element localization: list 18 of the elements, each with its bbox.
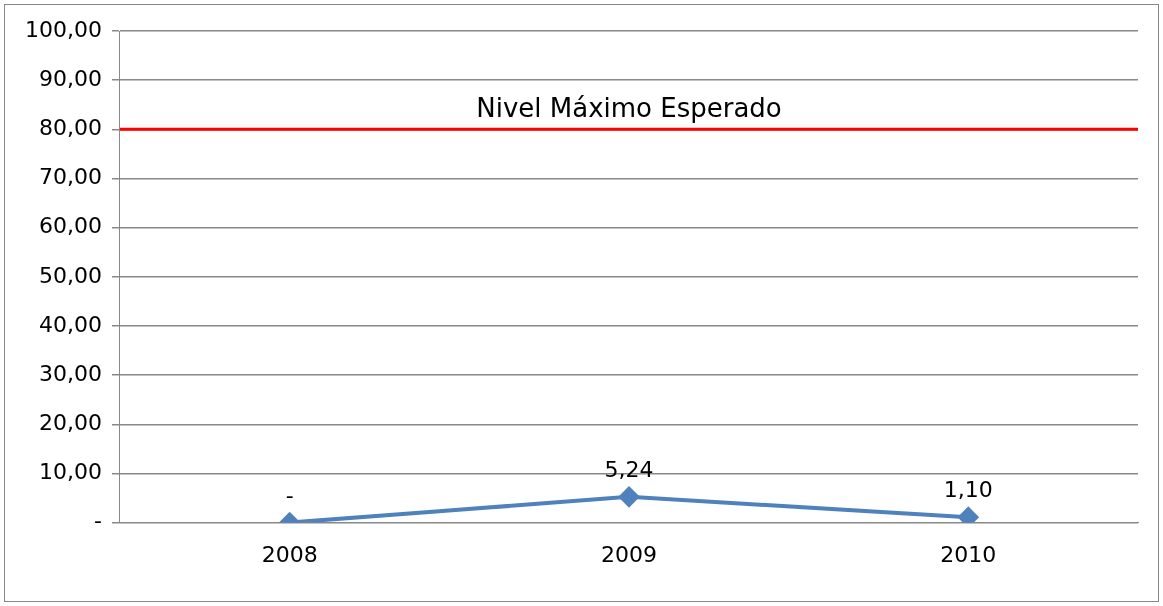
y-tick-label: 100,00	[24, 16, 102, 42]
x-tick-label: 2008	[261, 541, 318, 567]
y-tick-label: 60,00	[38, 213, 102, 239]
ref-line-label: Nivel Máximo Esperado	[476, 93, 782, 124]
data-label: 5,24	[604, 456, 654, 482]
y-tick-label: 10,00	[38, 459, 102, 485]
y-tick-label: 40,00	[38, 311, 102, 337]
y-tick-label: 50,00	[38, 262, 102, 288]
y-tick-label: 90,00	[38, 65, 102, 91]
y-tick-label: 70,00	[38, 164, 102, 190]
data-label: 1,10	[943, 477, 993, 503]
y-tick-label: 30,00	[38, 360, 102, 386]
data-label: -	[285, 482, 294, 508]
x-tick-label: 2010	[940, 541, 997, 567]
y-tick-label: -	[94, 508, 102, 534]
y-tick-label: 20,00	[38, 410, 102, 435]
x-tick-label: 2009	[600, 541, 657, 567]
y-tick-label: 80,00	[38, 115, 102, 141]
